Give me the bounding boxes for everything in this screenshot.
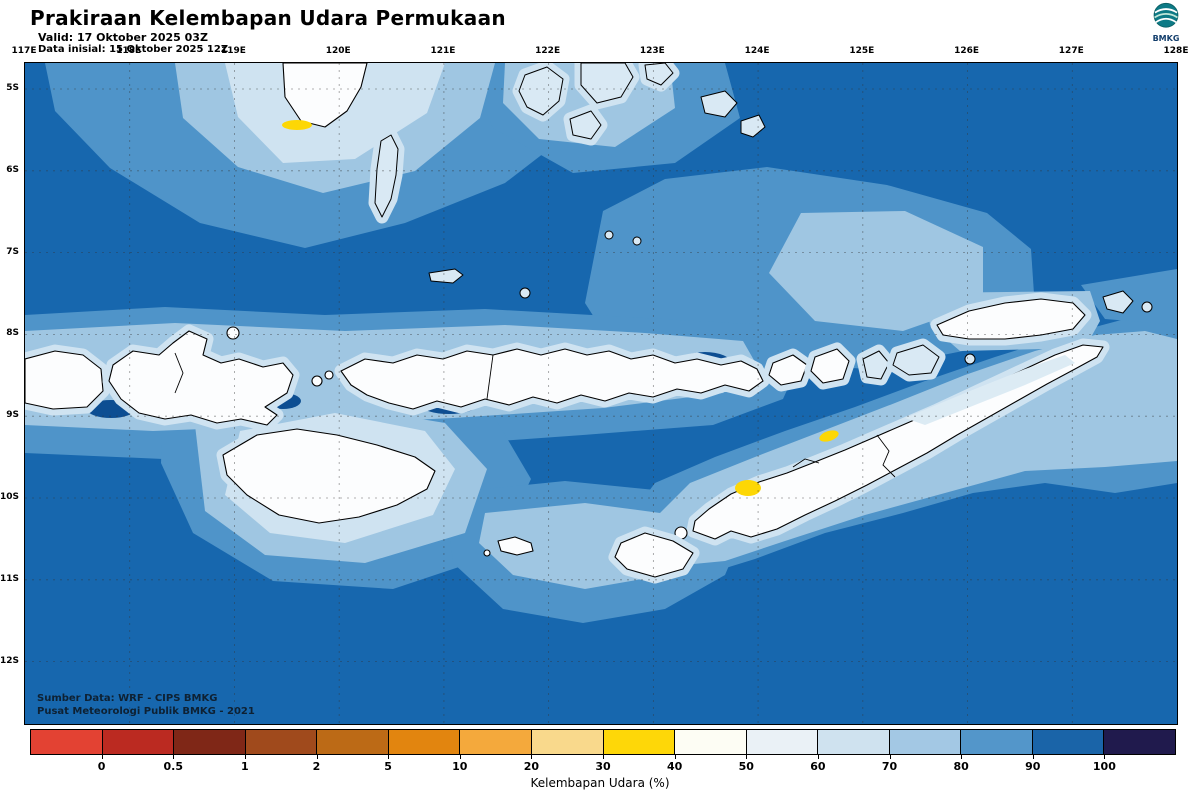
colorbar-tick <box>531 755 533 759</box>
colorbar-tick-label: 1 <box>241 760 249 773</box>
lat-label: 7S <box>6 246 19 257</box>
colorbar-tick <box>746 755 748 759</box>
bmkg-logo-text: BMKG <box>1152 34 1180 43</box>
lon-label: 128E <box>1163 46 1189 56</box>
colorbar-tick <box>603 755 604 759</box>
colorbar-tick <box>244 755 246 759</box>
low-humidity-spot <box>282 120 312 130</box>
humidity-map-canvas <box>25 63 1177 724</box>
colorbar-tick <box>173 755 175 759</box>
colorbar-segment <box>531 730 604 754</box>
colorbar-tick <box>889 755 891 759</box>
lat-label: 12S <box>0 655 19 666</box>
lon-label: 122E <box>535 46 561 56</box>
colorbar-caption: Kelembapan Udara (%) <box>530 776 670 790</box>
colorbar-tick <box>961 755 963 759</box>
lon-label: 124E <box>744 46 770 56</box>
initial-data-label: Data inisial: 15 Oktober 2025 12Z <box>38 44 229 55</box>
lon-label: 119E <box>220 46 246 56</box>
data-source-line: Sumber Data: WRF - CIPS BMKG <box>37 693 218 704</box>
colorbar <box>30 729 1176 755</box>
lon-label: 120E <box>325 46 351 56</box>
colorbar-tick-label: 0 <box>97 760 106 773</box>
colorbar-segment <box>1032 730 1105 754</box>
lon-label: 118E <box>116 46 142 56</box>
colorbar-tick-label: 60 <box>810 760 826 773</box>
bmkg-logo-icon <box>1153 2 1179 28</box>
colorbar-segment <box>388 730 461 754</box>
low-humidity-spots-layer <box>282 120 839 496</box>
lat-label: 5S <box>6 83 19 93</box>
colorbar-tick <box>459 755 461 759</box>
colorbar-tick <box>316 755 318 759</box>
grid-layer <box>25 63 1177 724</box>
colorbar-segment <box>675 730 747 754</box>
colorbar-tick <box>101 755 103 759</box>
colorbar-segment <box>603 730 676 754</box>
colorbar-segment <box>746 730 819 754</box>
lon-label: 117E <box>11 46 37 56</box>
valid-time-label: Valid: 17 Oktober 2025 03Z <box>38 31 208 44</box>
colorbar-tick-label: 90 <box>1025 760 1041 773</box>
colorbar-tick <box>817 755 819 759</box>
colorbar-tick-label: 2 <box>312 760 321 773</box>
bmkg-logo: BMKG <box>1144 2 1188 43</box>
colorbar-segment <box>961 730 1033 754</box>
publisher-line: Pusat Meteorologi Publik BMKG - 2021 <box>37 706 255 717</box>
low-humidity-spot <box>735 480 761 496</box>
lon-labels: 117E 118E 119E 120E 121E 122E 123E 124E 125E 126E… <box>12 46 1189 59</box>
lat-label: 11S <box>0 573 19 584</box>
colorbar-segment <box>1104 730 1175 754</box>
colorbar-tick-label: 0.5 <box>163 760 184 773</box>
colorbar-segment <box>317 730 389 754</box>
islands-layer <box>25 63 1153 577</box>
colorbar-tick <box>1032 755 1034 759</box>
lon-label: 127E <box>1058 46 1084 56</box>
colorbar-segment <box>174 730 246 754</box>
lat-label: 10S <box>0 492 19 502</box>
lat-label: 9S <box>6 410 19 421</box>
lat-label: 8S <box>6 328 19 339</box>
colorbar-tick-label: 30 <box>595 760 611 773</box>
colorbar-tick-label: 80 <box>953 760 969 773</box>
colorbar-tick-label: 50 <box>738 760 754 773</box>
lat-label: 6S <box>6 164 19 175</box>
colorbar-tick-label: 5 <box>384 760 392 773</box>
colorbar-tick <box>1104 755 1106 759</box>
colorbar-segment <box>31 730 103 754</box>
page-title: Prakiraan Kelembapan Udara Permukaan <box>30 6 506 30</box>
colorbar-tick-label: 40 <box>666 760 683 773</box>
lon-label: 125E <box>849 46 875 56</box>
low-humidity-spot <box>819 430 839 442</box>
lon-label: 123E <box>639 46 665 56</box>
colorbar-segment <box>102 730 175 754</box>
colorbar-tick <box>674 755 676 759</box>
colorbar-tick-label: 10 <box>452 760 468 773</box>
lon-label: 126E <box>954 46 979 56</box>
colorbar-tick-label: 100 <box>1092 760 1116 773</box>
colorbar-tick-label: 20 <box>523 760 540 773</box>
colorbar-tick <box>388 755 390 759</box>
lat-labels: 5S 6S 7S 8S 9S 10S 11S 12S <box>0 62 22 723</box>
lon-label: 121E <box>430 46 456 56</box>
map-frame: Sumber Data: WRF - CIPS BMKG Pusat Meteo… <box>24 62 1178 725</box>
colorbar-segment <box>818 730 890 754</box>
colorbar-segment <box>245 730 318 754</box>
colorbar-tick-label: 70 <box>881 760 898 773</box>
colorbar-ticks: 0 0.5 1 2 5 10 20 30 40 50 60 70 80 90 100 <box>30 755 1176 777</box>
colorbar-segment <box>460 730 532 754</box>
colorbar-segment <box>889 730 962 754</box>
